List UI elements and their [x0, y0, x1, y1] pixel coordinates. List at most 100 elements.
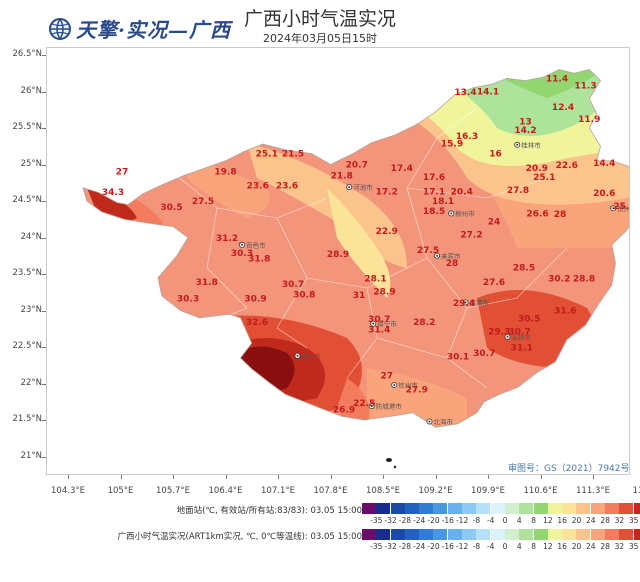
lon-tick	[120, 475, 122, 479]
station-temperature[interactable]: 28.5	[513, 263, 535, 273]
station-temperature[interactable]: 30.9	[244, 295, 266, 305]
station-temperature[interactable]: 20.6	[593, 189, 615, 199]
station-temperature[interactable]: 24	[488, 217, 501, 227]
station-temperature[interactable]: 30.7	[473, 349, 495, 359]
station-temperature[interactable]: 14.4	[593, 159, 615, 169]
station-temperature[interactable]: 20.4	[451, 187, 473, 197]
station-temperature[interactable]: 25.1	[256, 149, 278, 159]
station-temperature[interactable]: 17.6	[423, 173, 445, 183]
islands	[386, 458, 397, 469]
station-temperature[interactable]: 22.6	[556, 161, 578, 171]
station-temperature[interactable]: 13	[519, 117, 532, 127]
station-temperature[interactable]: 27.9	[406, 385, 428, 395]
station-temperature[interactable]: 27.5	[417, 246, 439, 256]
station-temperature[interactable]: 29.3	[488, 328, 510, 338]
station-temperature[interactable]: 30.2	[548, 274, 570, 284]
lat-tick	[42, 274, 46, 275]
station-temperature[interactable]: 30.5	[160, 203, 182, 213]
station-temperature[interactable]: 17.4	[391, 164, 413, 174]
station-temperature[interactable]: 31.6	[554, 306, 576, 316]
station-temperature[interactable]: 16	[489, 149, 502, 159]
station-temperature[interactable]: 27	[116, 168, 129, 178]
city-marker[interactable]: 玉林市	[504, 332, 532, 341]
station-temperature[interactable]: 18.1	[432, 197, 454, 207]
station-temperature[interactable]: 17.1	[423, 187, 445, 197]
station-temperature[interactable]: 20.7	[346, 160, 368, 170]
legend-swatch	[633, 529, 640, 540]
city-marker[interactable]: 贺州市	[610, 204, 637, 213]
station-temperature[interactable]: 30.5	[518, 314, 540, 324]
station-temperature[interactable]: 11.4	[546, 74, 568, 84]
station-temperature[interactable]: 31	[353, 291, 366, 301]
station-temperature[interactable]: 31.8	[196, 278, 218, 288]
map-review-number: 审图号：GS（2021）7942号	[508, 464, 630, 474]
station-temperature[interactable]: 30.3	[231, 249, 253, 259]
legend-tick: -24	[413, 542, 426, 551]
city-marker[interactable]: 南宁市	[370, 319, 398, 328]
city-marker[interactable]: 钦州市	[391, 380, 419, 389]
station-temperature[interactable]: 21.8	[331, 171, 353, 181]
station-temperature[interactable]: 14.2	[514, 126, 536, 136]
station-temperature[interactable]: 28.9	[373, 287, 395, 297]
station-temperature[interactable]: 11.9	[578, 115, 600, 125]
station-temperature[interactable]: 11.3	[574, 82, 596, 92]
station-temperature[interactable]: 28	[446, 259, 459, 269]
station-temperature[interactable]: 28	[554, 210, 567, 220]
station-temperature[interactable]: 30.7	[508, 328, 530, 338]
city-marker[interactable]: 来宾市	[433, 251, 461, 260]
station-temperature[interactable]: 28.2	[413, 318, 435, 328]
station-temperature[interactable]: 27.2	[460, 231, 482, 241]
legend-tick: 4	[516, 542, 522, 551]
station-temperature[interactable]: 30.7	[282, 280, 304, 290]
station-temperature[interactable]: 30.8	[293, 290, 315, 300]
station-temperature[interactable]: 13.4	[454, 88, 476, 98]
legend-tick: 35	[628, 542, 639, 551]
station-temperature[interactable]: 12.4	[552, 103, 574, 113]
station-temperature[interactable]: 30.3	[177, 295, 199, 305]
station-temperature[interactable]: 26.6	[526, 209, 548, 219]
station-temperature[interactable]: 30.7	[368, 315, 390, 325]
station-temperature[interactable]: 34.3	[102, 188, 124, 198]
station-temperature[interactable]: 19.8	[214, 168, 236, 178]
legend-swatch	[576, 529, 591, 540]
station-temperature[interactable]: 27.5	[192, 197, 214, 207]
station-temperature[interactable]: 32.6	[246, 318, 268, 328]
city-marker[interactable]: 崇左市	[294, 351, 322, 360]
station-temperature[interactable]: 27.6	[483, 278, 505, 288]
city-marker[interactable]: 柳州市	[448, 209, 476, 218]
station-temperature[interactable]: 31.4	[368, 325, 390, 335]
station-temperature[interactable]: 31.2	[216, 234, 238, 244]
city-marker[interactable]: 百色市	[238, 240, 266, 249]
station-temperature[interactable]: 15.9	[441, 139, 463, 149]
city-marker[interactable]: 河池市	[346, 183, 374, 192]
station-temperature[interactable]: 28.9	[327, 250, 349, 260]
station-temperature[interactable]: 16.3	[456, 132, 478, 142]
station-temperature[interactable]: 28.1	[364, 274, 386, 284]
station-temperature[interactable]: 23.6	[247, 182, 269, 192]
station-temperature[interactable]: 21.5	[282, 149, 304, 159]
city-marker[interactable]: 贵港市	[462, 298, 490, 307]
station-temperature[interactable]: 22.9	[376, 227, 398, 237]
station-temperature[interactable]: 18.5	[423, 207, 445, 217]
station-temperature[interactable]: 14.1	[477, 87, 499, 97]
station-temperature[interactable]: 20.9	[526, 164, 548, 174]
city-marker[interactable]: 防城港市	[368, 402, 402, 411]
station-temperature[interactable]: 25.1	[533, 173, 555, 183]
station-temperature[interactable]: 22.5	[353, 399, 375, 409]
station-temperature[interactable]: 27	[380, 371, 393, 381]
city-marker[interactable]: 桂林市	[514, 140, 542, 149]
station-temperature[interactable]: 17.2	[376, 187, 398, 197]
station-temperature[interactable]: 27.8	[507, 186, 529, 196]
station-temperature[interactable]: 31.1	[511, 344, 533, 354]
station-temperature[interactable]: 31.8	[248, 255, 270, 265]
station-temperature[interactable]: 29.4	[453, 299, 475, 309]
station-temperature[interactable]: 25.4	[613, 202, 635, 212]
station-temperature[interactable]: 23.6	[276, 182, 298, 192]
station-temperature[interactable]: 30.1	[447, 352, 469, 362]
city-marker[interactable]: 北海市	[426, 417, 454, 426]
lat-label: 23°N	[20, 304, 42, 315]
station-temperature[interactable]: 26.9	[333, 406, 355, 416]
station-temperature[interactable]: 28.8	[573, 274, 595, 284]
